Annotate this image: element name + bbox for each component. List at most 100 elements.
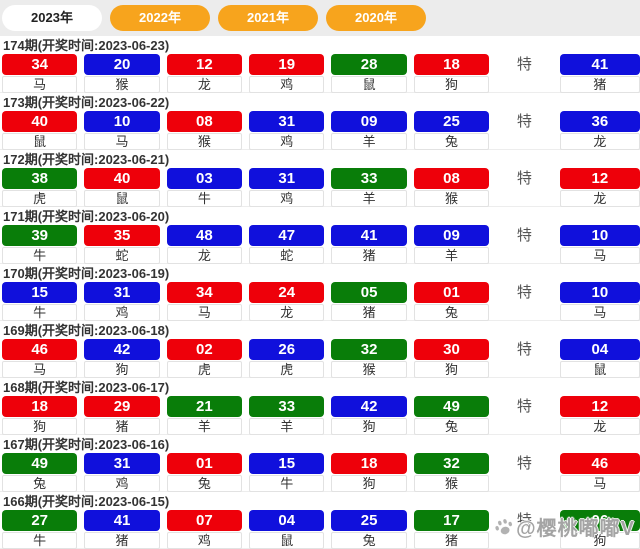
ball-number: 31 bbox=[84, 282, 160, 303]
lottery-ball: 49 兔 bbox=[413, 396, 490, 435]
lottery-ball: 12 龙 bbox=[559, 396, 640, 435]
results-list: 174期(开奖时间:2023-06-23) 34 马 20 猴 12 龙 19 … bbox=[0, 36, 640, 549]
ball-number: 33 bbox=[331, 168, 407, 189]
ball-number: 25 bbox=[331, 510, 407, 531]
lottery-ball: 42 狗 bbox=[84, 339, 160, 378]
ball-number: 39 bbox=[2, 225, 78, 246]
lottery-ball: 12 龙 bbox=[559, 168, 640, 207]
ball-number: 36 bbox=[559, 111, 640, 132]
ball-zodiac: 龙 bbox=[559, 418, 640, 435]
ball-zodiac: 龙 bbox=[559, 190, 640, 207]
ball-zodiac: 鼠 bbox=[2, 133, 78, 150]
ball-number: 10 bbox=[559, 282, 640, 303]
lottery-ball: 25 兔 bbox=[413, 111, 490, 150]
lottery-ball: 31 鸡 bbox=[84, 282, 160, 321]
ball-zodiac: 龙 bbox=[559, 133, 640, 150]
year-tab-2023年[interactable]: 2023年 bbox=[2, 5, 102, 31]
lottery-ball: 19 鸡 bbox=[249, 54, 325, 93]
ball-zodiac: 鸡 bbox=[166, 532, 243, 549]
ball-number: 49 bbox=[2, 453, 78, 474]
ball-number: 41 bbox=[331, 225, 407, 246]
ball-number: 28 bbox=[331, 54, 407, 75]
ball-number: 34 bbox=[2, 54, 78, 75]
ball-zodiac: 马 bbox=[559, 247, 640, 264]
ball-number: 09 bbox=[331, 111, 407, 132]
ball-number: 15 bbox=[2, 282, 78, 303]
draw-row: 171期(开奖时间:2023-06-20) 39 牛 35 蛇 48 龙 47 … bbox=[0, 207, 640, 264]
ball-zodiac: 牛 bbox=[166, 190, 243, 207]
lottery-ball: 17 猪 bbox=[413, 510, 490, 549]
ball-number: 04 bbox=[249, 510, 325, 531]
ball-zodiac: 狗 bbox=[2, 418, 78, 435]
draw-balls: 38 虎 40 鼠 03 牛 31 鸡 33 羊 08 猴 特 12 龙 bbox=[0, 168, 640, 207]
lottery-ball: 30 狗 bbox=[413, 339, 490, 378]
special-label: 特 bbox=[516, 227, 532, 244]
ball-zodiac: 鼠 bbox=[331, 76, 407, 93]
draw-balls: 49 兔 31 鸡 01 兔 15 牛 18 狗 32 猴 特 46 马 bbox=[0, 453, 640, 492]
ball-number: 38 bbox=[2, 168, 78, 189]
year-tab-2021年[interactable]: 2021年 bbox=[218, 5, 318, 31]
lottery-ball: 31 鸡 bbox=[249, 111, 325, 150]
lottery-ball: 33 羊 bbox=[331, 168, 407, 207]
ball-number: 42 bbox=[84, 339, 160, 360]
special-label: 特 bbox=[516, 113, 532, 130]
ball-zodiac: 龙 bbox=[166, 76, 243, 93]
draw-row: 173期(开奖时间:2023-06-22) 40 鼠 10 马 08 猴 31 … bbox=[0, 93, 640, 150]
ball-number: 46 bbox=[2, 339, 78, 360]
ball-zodiac: 马 bbox=[559, 475, 640, 492]
lottery-ball: 02 虎 bbox=[166, 339, 243, 378]
ball-zodiac: 虎 bbox=[249, 361, 325, 378]
ball-number: 47 bbox=[249, 225, 325, 246]
year-tab-2020年[interactable]: 2020年 bbox=[326, 5, 426, 31]
lottery-ball: 03 牛 bbox=[166, 168, 243, 207]
lottery-ball: 18 狗 bbox=[2, 396, 78, 435]
ball-zodiac: 马 bbox=[84, 133, 160, 150]
ball-zodiac: 蛇 bbox=[84, 247, 160, 264]
ball-number: 34 bbox=[166, 282, 243, 303]
ball-zodiac: 狗 bbox=[331, 418, 407, 435]
ball-zodiac: 猪 bbox=[331, 304, 407, 321]
ball-number: 18 bbox=[2, 396, 78, 417]
lottery-ball: 01 兔 bbox=[413, 282, 490, 321]
lottery-ball: 25 兔 bbox=[331, 510, 407, 549]
ball-number: 15 bbox=[249, 453, 325, 474]
lottery-ball: 32 猴 bbox=[413, 453, 490, 492]
ball-zodiac: 马 bbox=[559, 304, 640, 321]
lottery-ball: 38 虎 bbox=[2, 168, 78, 207]
ball-zodiac: 鸡 bbox=[84, 475, 160, 492]
ball-number: 10 bbox=[84, 111, 160, 132]
ball-zodiac: 龙 bbox=[166, 247, 243, 264]
ball-zodiac: 狗 bbox=[413, 76, 490, 93]
ball-zodiac: 牛 bbox=[2, 247, 78, 264]
ball-number: 25 bbox=[413, 111, 490, 132]
lottery-ball: 09 羊 bbox=[413, 225, 490, 264]
special-label: 特 bbox=[516, 455, 532, 472]
ball-number: 12 bbox=[166, 54, 243, 75]
ball-zodiac: 猴 bbox=[331, 361, 407, 378]
ball-zodiac: 猪 bbox=[84, 532, 160, 549]
draw-period: 169期(开奖时间:2023-06-18) bbox=[3, 323, 170, 338]
ball-zodiac: 猪 bbox=[331, 247, 407, 264]
ball-number: 04 bbox=[559, 339, 640, 360]
ball-zodiac: 鼠 bbox=[249, 532, 325, 549]
draw-balls: 27 牛 41 猪 07 鸡 04 鼠 25 兔 17 猪 特 06 狗 bbox=[0, 510, 640, 549]
ball-number: 12 bbox=[559, 168, 640, 189]
ball-number: 31 bbox=[249, 111, 325, 132]
lottery-ball: 46 马 bbox=[559, 453, 640, 492]
ball-zodiac: 羊 bbox=[166, 418, 243, 435]
ball-number: 32 bbox=[331, 339, 407, 360]
ball-number: 01 bbox=[166, 453, 243, 474]
ball-number: 21 bbox=[166, 396, 243, 417]
ball-number: 17 bbox=[413, 510, 490, 531]
ball-number: 31 bbox=[84, 453, 160, 474]
lottery-ball: 05 猪 bbox=[331, 282, 407, 321]
ball-zodiac: 兔 bbox=[331, 532, 407, 549]
ball-number: 20 bbox=[84, 54, 160, 75]
year-tab-2022年[interactable]: 2022年 bbox=[110, 5, 210, 31]
ball-zodiac: 鸡 bbox=[249, 190, 325, 207]
ball-number: 35 bbox=[84, 225, 160, 246]
ball-zodiac: 兔 bbox=[413, 304, 490, 321]
ball-number: 40 bbox=[84, 168, 160, 189]
ball-zodiac: 兔 bbox=[413, 418, 490, 435]
draw-period: 168期(开奖时间:2023-06-17) bbox=[3, 380, 170, 395]
